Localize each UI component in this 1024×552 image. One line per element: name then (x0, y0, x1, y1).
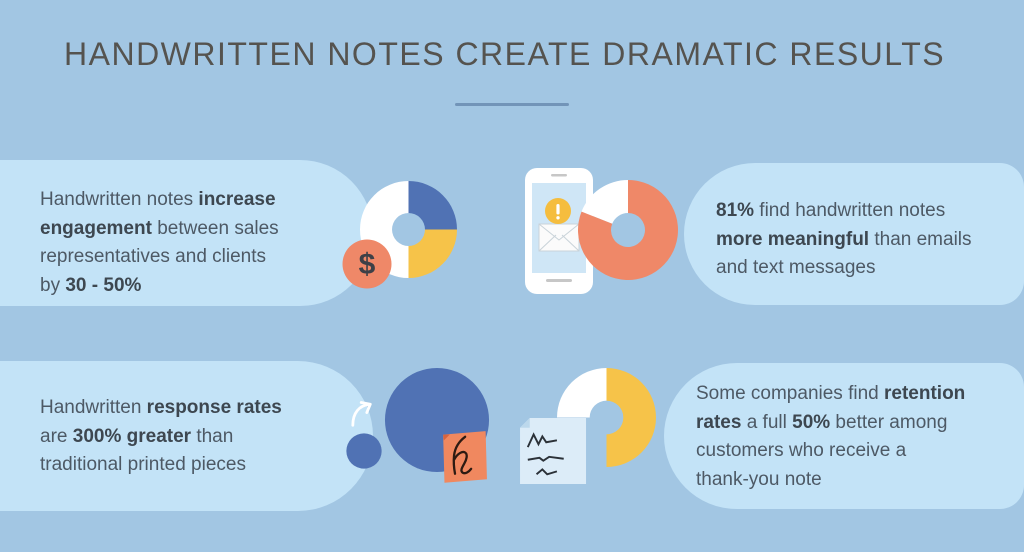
svg-text:$: $ (359, 248, 376, 281)
